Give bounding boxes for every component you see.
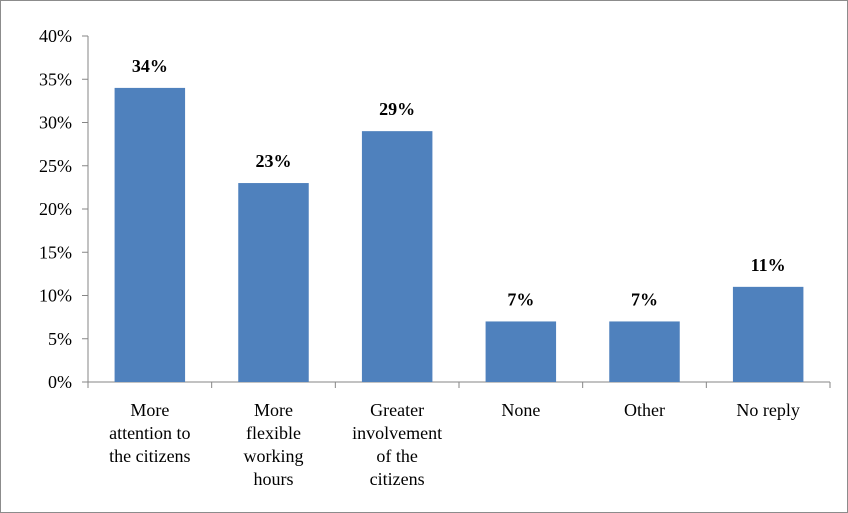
data-label: 11% bbox=[751, 255, 786, 275]
y-tick-label: 10% bbox=[39, 286, 72, 306]
x-tick-label: More flexible working hours bbox=[244, 400, 304, 489]
data-label: 23% bbox=[256, 151, 292, 171]
y-tick-label: 30% bbox=[39, 113, 72, 133]
x-tick-label: More attention to the citizens bbox=[109, 400, 190, 466]
y-tick-label: 0% bbox=[48, 372, 72, 392]
bar bbox=[485, 321, 557, 382]
x-tick-label: No reply bbox=[736, 400, 799, 420]
data-label: 29% bbox=[379, 99, 415, 119]
x-tick-label: None bbox=[501, 400, 540, 420]
bar bbox=[732, 286, 804, 382]
x-axis bbox=[87, 381, 831, 388]
y-axis: 0% 5% 10% 15% 20% 25% 30% 35% 40% bbox=[39, 26, 89, 392]
y-tick-label: 40% bbox=[39, 26, 72, 46]
y-tick-label: 35% bbox=[39, 69, 72, 89]
y-tick-label: 25% bbox=[39, 156, 72, 176]
y-tick-label: 15% bbox=[39, 242, 72, 262]
y-tick-label: 20% bbox=[39, 199, 72, 219]
data-label: 7% bbox=[631, 289, 658, 309]
bar bbox=[609, 321, 680, 382]
bar bbox=[361, 131, 433, 382]
bar bbox=[114, 87, 186, 383]
bar bbox=[238, 183, 309, 382]
bars bbox=[114, 87, 804, 383]
x-tick-label: Other bbox=[624, 400, 665, 420]
category-labels: More attention to the citizens More flexible… bbox=[109, 400, 800, 489]
data-label: 7% bbox=[507, 289, 534, 309]
data-labels: 34% 23% 29% 7% 7% 11% bbox=[132, 56, 786, 310]
data-label: 34% bbox=[132, 56, 168, 76]
y-tick-label: 5% bbox=[48, 329, 72, 349]
x-tick-label: Greater involvement of the citizens bbox=[352, 400, 442, 489]
